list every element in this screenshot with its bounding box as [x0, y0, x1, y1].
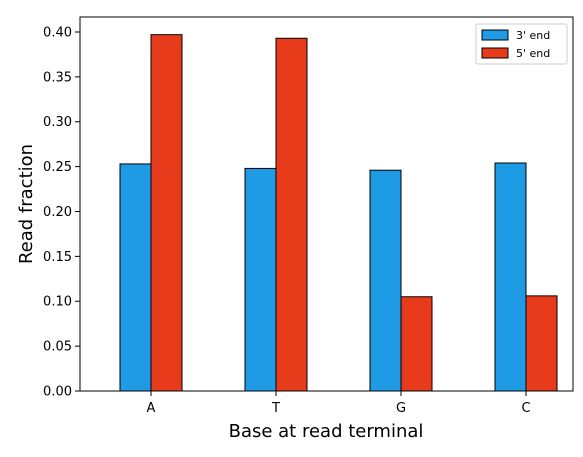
x-tick-label: C	[521, 401, 530, 416]
bar-5-end-A	[150, 34, 183, 392]
y-tick-label: 0.10	[43, 295, 72, 310]
legend-swatch-3-end	[481, 29, 509, 41]
y-axis-label: Read fraction	[16, 144, 37, 264]
bar-5-end-C	[525, 295, 558, 392]
y-tick-label: 0.15	[43, 250, 72, 265]
legend-label-5-end: 5' end	[516, 47, 550, 60]
legend: 3' end 5' end	[475, 23, 568, 65]
y-tick-label: 0.25	[43, 160, 72, 175]
bar-3-end-T	[244, 167, 277, 392]
y-tick-label: 0.00	[43, 385, 72, 400]
x-tick-label: G	[396, 401, 406, 416]
x-tick-label: T	[271, 401, 280, 416]
bars-layer	[119, 34, 558, 392]
legend-swatch-5-end	[481, 47, 509, 59]
bar-5-end-T	[275, 37, 308, 392]
plot-frame	[79, 16, 574, 392]
bar-3-end-A	[119, 163, 152, 392]
y-tick-label: 0.05	[43, 340, 72, 355]
y-tick-label: 0.35	[43, 70, 72, 85]
x-tick-label: A	[147, 401, 156, 416]
y-tick-label: 0.30	[43, 115, 72, 130]
y-tick-label: 0.20	[43, 205, 72, 220]
x-axis-label: Base at read terminal	[229, 421, 424, 442]
y-axis-ticks: 0.00 0.05 0.10 0.15 0.20 0.25 0.30 0.35 0.40	[43, 25, 80, 400]
bar-3-end-C	[494, 162, 527, 392]
bar-5-end-G	[400, 296, 433, 392]
y-tick-label: 0.40	[43, 25, 72, 40]
legend-label-3-end: 3' end	[516, 29, 550, 42]
bar-3-end-G	[369, 169, 402, 392]
